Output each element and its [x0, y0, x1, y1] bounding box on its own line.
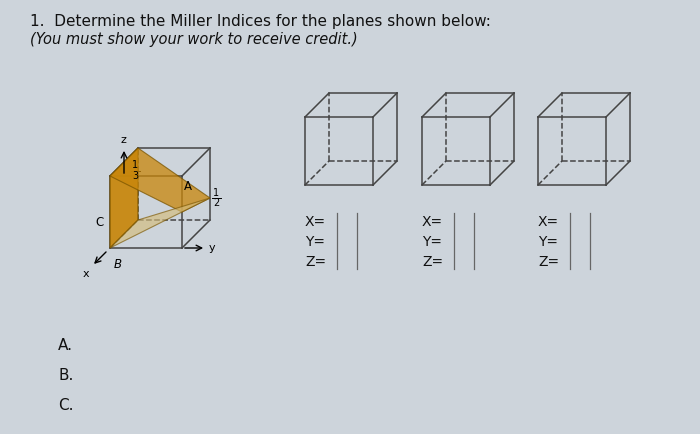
Text: C.: C.: [58, 398, 74, 413]
Text: A: A: [184, 180, 192, 193]
Text: Y=: Y=: [538, 235, 558, 249]
Polygon shape: [110, 198, 210, 248]
Text: X=: X=: [538, 215, 559, 229]
Text: z: z: [120, 135, 126, 145]
Text: Z=: Z=: [305, 255, 326, 269]
Text: y: y: [209, 243, 216, 253]
Text: Z=: Z=: [538, 255, 559, 269]
Text: C: C: [96, 216, 104, 229]
Text: Y=: Y=: [422, 235, 442, 249]
Text: X=: X=: [422, 215, 443, 229]
Polygon shape: [110, 148, 138, 248]
Text: 1: 1: [132, 160, 138, 170]
Text: A.: A.: [58, 338, 73, 353]
Text: B.: B.: [58, 368, 74, 383]
Text: 2: 2: [213, 198, 219, 208]
Text: 1: 1: [213, 188, 219, 198]
Text: Y=: Y=: [305, 235, 325, 249]
Text: B: B: [114, 258, 122, 271]
Text: X=: X=: [305, 215, 326, 229]
Polygon shape: [110, 148, 210, 212]
Text: 3: 3: [132, 171, 138, 181]
Text: (You must show your work to receive credit.): (You must show your work to receive cred…: [30, 32, 358, 47]
Text: x: x: [83, 269, 89, 279]
Text: 1.  Determine the Miller Indices for the planes shown below:: 1. Determine the Miller Indices for the …: [30, 14, 491, 29]
Text: Z=: Z=: [422, 255, 443, 269]
